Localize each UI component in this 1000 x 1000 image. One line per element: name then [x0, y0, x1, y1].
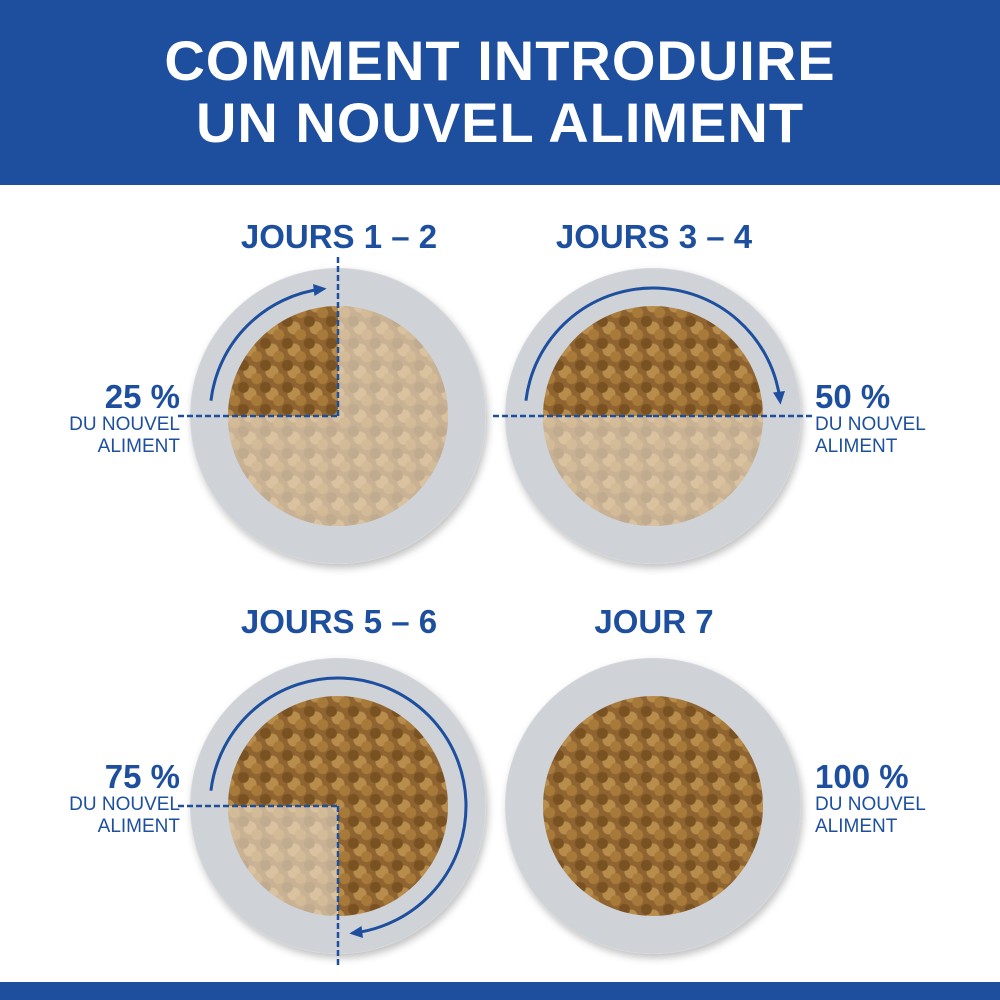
percent-label-4: 100 % DU NOUVEL ALIMENT: [815, 758, 926, 838]
arc-arrow: [209, 676, 468, 935]
percent-label-3: 75 % DU NOUVEL ALIMENT: [69, 758, 180, 838]
stage-label-3: JOURS 5 – 6: [240, 603, 438, 640]
arrowhead-icon: [349, 926, 363, 938]
title-line-1: COMMENT INTRODUIRE: [164, 29, 836, 92]
percent-label-1: 25 % DU NOUVEL ALIMENT: [69, 378, 180, 458]
food-bowl-1: [178, 256, 486, 564]
percent-label-2: 50 % DU NOUVEL ALIMENT: [815, 378, 926, 458]
header-banner: COMMENT INTRODUIRE UN NOUVEL ALIMENT: [0, 0, 1000, 185]
stage-label-2: JOURS 3 – 4: [555, 218, 753, 255]
stage-label-4: JOUR 7: [594, 603, 714, 640]
progress-overlay: [493, 286, 813, 418]
arc-arrow: [209, 287, 323, 401]
stage-label-1: JOURS 1 – 2: [240, 218, 438, 255]
food-bowl-2: [493, 268, 813, 564]
arrowhead-icon: [773, 391, 785, 405]
title-line-2: UN NOUVEL ALIMENT: [195, 91, 805, 154]
progress-overlay: [178, 676, 468, 966]
footer-stripe: [0, 982, 1000, 1000]
arc-arrow: [524, 286, 782, 401]
progress-overlay: [178, 256, 340, 418]
arrowhead-icon: [313, 284, 327, 296]
kibble: [543, 696, 763, 916]
food-bowl-3: [178, 658, 486, 966]
old-food-overlay: [543, 696, 763, 916]
food-bowl-4: [505, 658, 801, 954]
